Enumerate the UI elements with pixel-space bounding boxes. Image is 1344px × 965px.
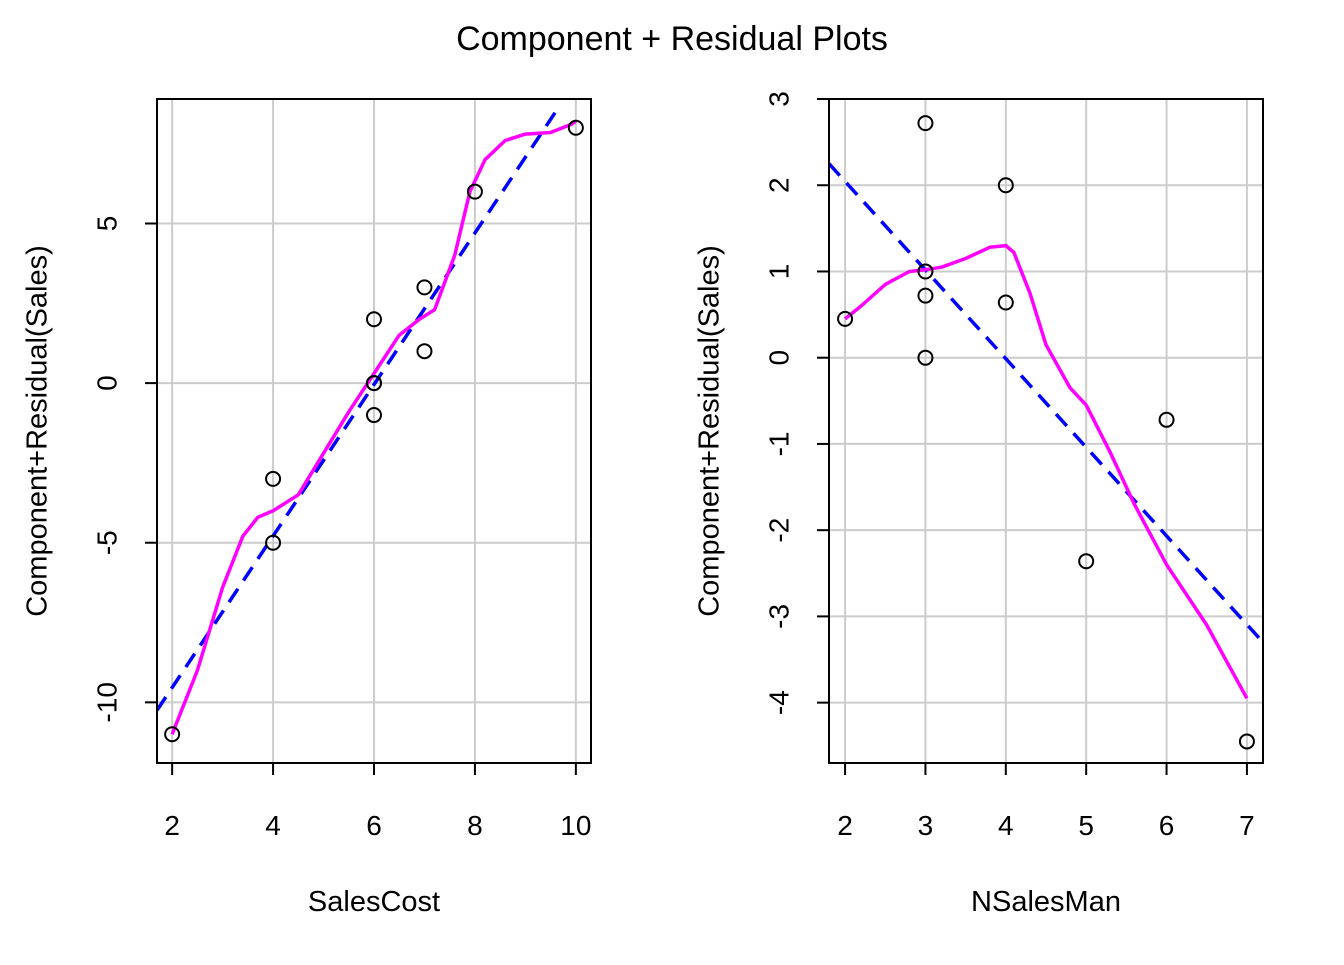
data-point: [366, 407, 382, 424]
grid-lines: [157, 99, 591, 763]
fit-line: [157, 110, 558, 712]
x-axis: 2 3 4 5 6 7: [837, 763, 1255, 841]
data-point: [416, 343, 433, 360]
smooth-line-path: [170, 119, 577, 735]
data-point: [567, 119, 584, 136]
y-tick-label: -5: [91, 530, 122, 555]
x-tick-label: 2: [837, 810, 853, 841]
figure-title: Component + Residual Plots: [456, 20, 888, 58]
x-axis-label: NSalesMan: [971, 886, 1121, 918]
fit-line-segment: [829, 162, 1263, 644]
fit-line: [829, 162, 1263, 644]
plot-frame: [828, 98, 1264, 764]
y-axis-label: Component+Residual(Sales): [22, 245, 54, 617]
x-tick-label: 7: [1239, 810, 1255, 841]
y-axis: -10 -5 0 5: [91, 216, 157, 723]
data-point: [265, 470, 282, 487]
data-point: [1238, 733, 1255, 750]
y-tick-label: 0: [763, 350, 794, 366]
y-tick-label: 0: [91, 375, 122, 391]
plot-border: [828, 98, 1264, 764]
data-point: [416, 279, 433, 296]
y-tick-label: -3: [763, 604, 794, 629]
data-point: [917, 349, 934, 366]
y-tick-label: -4: [763, 690, 794, 715]
x-tick-label: 6: [366, 810, 382, 841]
y-tick-label: -2: [763, 518, 794, 543]
data-point: [917, 287, 934, 304]
x-tick-label: 4: [265, 810, 281, 841]
x-tick-label: 6: [1159, 810, 1175, 841]
y-axis-label: Component+Residual(Sales): [694, 245, 726, 617]
fit-line-segment: [157, 110, 558, 712]
data-point: [164, 726, 181, 743]
data-point: [265, 534, 282, 551]
smooth-line-path: [844, 243, 1249, 700]
x-tick-label: 10: [560, 810, 591, 841]
x-tick-label: 2: [164, 810, 180, 841]
y-tick-label: 5: [91, 216, 122, 232]
data-point: [366, 375, 382, 392]
panel-nsalesman: 2 3 4 5 6 7 -4 -3 -2 -1 0 1 2 3 NSalesMan Component+…: [694, 91, 1264, 918]
data-point: [917, 263, 934, 280]
smooth-line: [844, 243, 1249, 700]
y-tick-label: 1: [763, 264, 794, 280]
data-point: [466, 183, 483, 200]
x-tick-label: 3: [918, 810, 934, 841]
data-point: [837, 310, 854, 327]
x-axis: 2 4 6 8 10: [164, 763, 591, 841]
data-point: [1158, 411, 1175, 428]
data-points: [164, 119, 584, 743]
y-axis: -4 -3 -2 -1 0 1 2 3: [763, 91, 829, 715]
data-point: [917, 115, 934, 132]
y-tick-label: -1: [763, 431, 794, 456]
data-point: [1078, 553, 1095, 570]
x-tick-label: 8: [467, 810, 483, 841]
y-tick-label: 2: [763, 177, 794, 193]
data-point: [997, 294, 1014, 311]
y-tick-label: 3: [763, 91, 794, 107]
x-tick-label: 4: [998, 810, 1014, 841]
x-axis-label: SalesCost: [308, 886, 440, 918]
smooth-line: [170, 119, 577, 735]
y-tick-label: -10: [91, 682, 122, 722]
x-tick-label: 5: [1078, 810, 1094, 841]
panel-salescost: 2 4 6 8 10 -10 -5 0 5 SalesCost Component+Resid…: [22, 98, 592, 918]
data-point: [366, 311, 382, 328]
data-point: [997, 177, 1014, 194]
data-points: [837, 115, 1255, 750]
